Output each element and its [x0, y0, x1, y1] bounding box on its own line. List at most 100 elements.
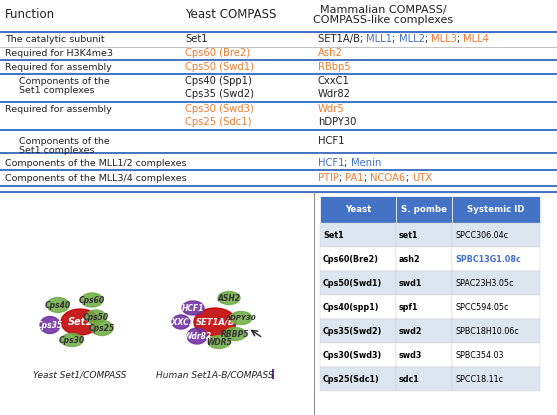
- Ellipse shape: [230, 312, 252, 325]
- Text: Components of the: Components of the: [19, 137, 110, 146]
- FancyBboxPatch shape: [396, 223, 452, 247]
- FancyBboxPatch shape: [396, 295, 452, 319]
- Text: SPBC18H10.06c: SPBC18H10.06c: [455, 327, 519, 335]
- Ellipse shape: [172, 315, 190, 329]
- Text: Set1: Set1: [67, 317, 92, 327]
- Text: ;: ;: [364, 173, 370, 183]
- FancyBboxPatch shape: [396, 196, 452, 223]
- Text: RBbp5: RBbp5: [318, 62, 350, 72]
- Text: Wdr82: Wdr82: [318, 89, 351, 99]
- Text: Cps35(Swd2): Cps35(Swd2): [323, 327, 382, 335]
- Text: Ash2: Ash2: [318, 48, 343, 58]
- Text: ;: ;: [425, 34, 431, 44]
- Text: MLL4: MLL4: [463, 34, 489, 44]
- Text: Wdr82: Wdr82: [183, 332, 211, 340]
- Ellipse shape: [218, 291, 240, 305]
- FancyBboxPatch shape: [452, 196, 540, 223]
- Text: ;: ;: [392, 34, 399, 44]
- Text: Cps60: Cps60: [79, 295, 105, 305]
- Text: swd2: swd2: [399, 327, 423, 335]
- FancyBboxPatch shape: [320, 223, 396, 247]
- Ellipse shape: [182, 301, 204, 315]
- Text: Set1: Set1: [185, 34, 208, 44]
- Text: swd1: swd1: [399, 278, 422, 288]
- Text: Set1 complexes: Set1 complexes: [19, 146, 95, 155]
- FancyBboxPatch shape: [452, 319, 540, 343]
- Text: HCF1: HCF1: [318, 158, 344, 168]
- Text: Cps35: Cps35: [37, 320, 63, 330]
- Text: SPAC23H3.05c: SPAC23H3.05c: [455, 278, 514, 288]
- Ellipse shape: [91, 320, 113, 335]
- Text: Components of the MLL1/2 complexes: Components of the MLL1/2 complexes: [5, 159, 187, 168]
- FancyBboxPatch shape: [452, 247, 540, 271]
- Text: MLL3: MLL3: [431, 34, 457, 44]
- Text: Menin: Menin: [351, 158, 381, 168]
- Text: ;: ;: [405, 173, 412, 183]
- Text: ASH2: ASH2: [217, 293, 241, 303]
- FancyBboxPatch shape: [452, 367, 540, 391]
- Text: Set1 complexes: Set1 complexes: [19, 86, 95, 95]
- Ellipse shape: [61, 309, 99, 335]
- Text: ;: ;: [457, 34, 463, 44]
- FancyBboxPatch shape: [452, 271, 540, 295]
- Text: Cps35 (Swd2): Cps35 (Swd2): [185, 89, 254, 99]
- Text: RBBP5: RBBP5: [221, 330, 249, 339]
- Text: Cps40: Cps40: [45, 300, 71, 310]
- Text: Systemic ID: Systemic ID: [467, 205, 525, 214]
- Text: PA1: PA1: [345, 173, 364, 183]
- Text: SET1A/B;: SET1A/B;: [318, 34, 367, 44]
- Text: HCF1: HCF1: [318, 136, 344, 146]
- Text: S. pombe: S. pombe: [401, 205, 447, 214]
- FancyBboxPatch shape: [320, 343, 396, 367]
- Text: hDPY30: hDPY30: [226, 315, 256, 321]
- Text: Yeast Set1/COMPASS: Yeast Set1/COMPASS: [33, 370, 126, 379]
- Text: Wdr5: Wdr5: [318, 104, 345, 114]
- FancyBboxPatch shape: [320, 247, 396, 271]
- FancyBboxPatch shape: [396, 367, 452, 391]
- Text: spf1: spf1: [399, 303, 418, 312]
- Text: CxxC1: CxxC1: [318, 76, 350, 86]
- Text: SPBC13G1.08c: SPBC13G1.08c: [455, 254, 521, 264]
- Ellipse shape: [194, 308, 236, 336]
- Text: SPCC594.05c: SPCC594.05c: [455, 303, 509, 312]
- Text: Yeast: Yeast: [345, 205, 371, 214]
- Text: Function: Function: [5, 8, 55, 21]
- Text: PTIP: PTIP: [318, 173, 339, 183]
- Text: NCOA6: NCOA6: [370, 173, 405, 183]
- Text: Cps25: Cps25: [89, 324, 115, 332]
- Text: swd3: swd3: [399, 351, 422, 359]
- Text: SPCC18.11c: SPCC18.11c: [455, 374, 503, 383]
- Text: Yeast COMPASS: Yeast COMPASS: [185, 8, 276, 21]
- Text: MLL2: MLL2: [399, 34, 425, 44]
- Text: ;: ;: [339, 173, 345, 183]
- Text: Cps60(Bre2): Cps60(Bre2): [323, 254, 379, 264]
- Text: Components of the: Components of the: [19, 77, 110, 86]
- Ellipse shape: [208, 335, 230, 349]
- Text: ;: ;: [344, 158, 351, 168]
- Text: SPBC354.03: SPBC354.03: [455, 351, 504, 359]
- Ellipse shape: [40, 317, 60, 334]
- FancyBboxPatch shape: [396, 343, 452, 367]
- Text: SPCC306.04c: SPCC306.04c: [455, 230, 508, 239]
- Text: ash2: ash2: [399, 254, 421, 264]
- FancyBboxPatch shape: [396, 319, 452, 343]
- Text: Cps50(Swd1): Cps50(Swd1): [323, 278, 382, 288]
- Text: Cps30 (Swd3): Cps30 (Swd3): [185, 104, 254, 114]
- Text: Cps40(spp1): Cps40(spp1): [323, 303, 379, 312]
- Text: COMPASS-like complexes: COMPASS-like complexes: [313, 15, 453, 25]
- Text: SET1A/B: SET1A/B: [196, 317, 234, 327]
- Text: UTX: UTX: [412, 173, 432, 183]
- FancyBboxPatch shape: [320, 196, 396, 223]
- Text: Human Set1A-B/COMPASS: Human Set1A-B/COMPASS: [156, 370, 274, 379]
- Text: HCF1: HCF1: [182, 303, 204, 312]
- Ellipse shape: [86, 310, 106, 324]
- FancyBboxPatch shape: [320, 295, 396, 319]
- Text: Cps60 (Bre2): Cps60 (Bre2): [185, 48, 250, 58]
- Text: Cps50 (Swd1): Cps50 (Swd1): [185, 62, 254, 72]
- Text: MLL1: MLL1: [367, 34, 392, 44]
- Ellipse shape: [224, 327, 246, 340]
- Text: Required for assembly: Required for assembly: [5, 63, 112, 71]
- Ellipse shape: [61, 334, 83, 347]
- Text: The catalytic subunit: The catalytic subunit: [5, 34, 105, 44]
- FancyBboxPatch shape: [396, 247, 452, 271]
